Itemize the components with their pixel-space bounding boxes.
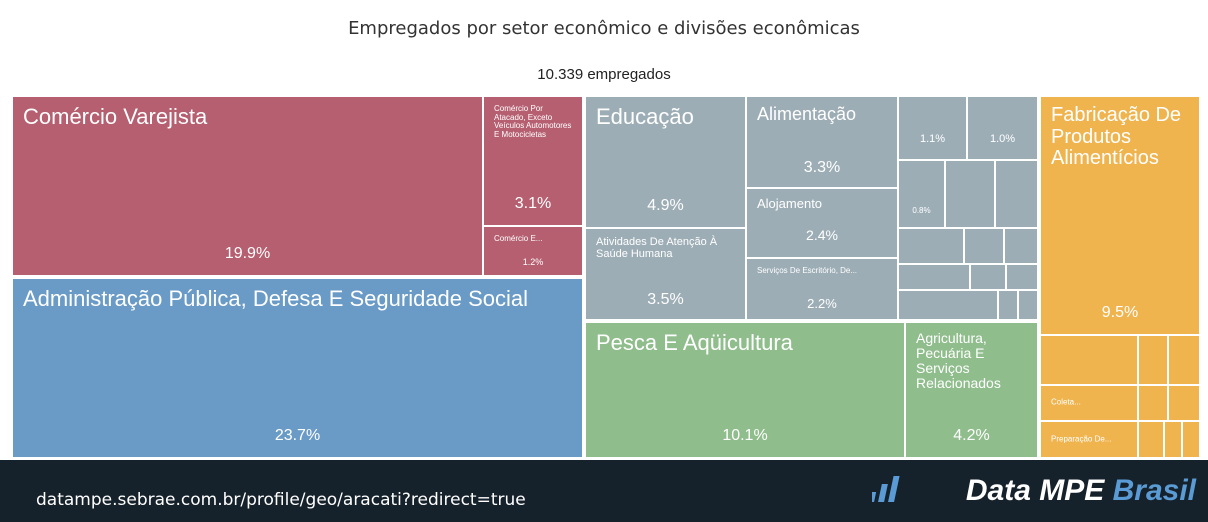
treemap-cell: Comércio Varejista 19.9% (12, 96, 483, 276)
minor-cell (1138, 335, 1168, 385)
cell-label: Educação (596, 104, 694, 129)
cell-value: 19.9% (224, 245, 271, 262)
minor-cell (1168, 385, 1200, 421)
cell-value: 2.2% (807, 296, 837, 311)
minor-cell (1006, 264, 1038, 290)
cell-value: 3.1% (514, 195, 552, 212)
logo-icon (872, 476, 900, 502)
treemap-cell: 0.8% (898, 160, 945, 228)
treemap-cell: Administração Pública, Defesa E Segurida… (12, 278, 583, 458)
treemap-cell: 1.1% (898, 96, 967, 160)
treemap-cell: Coleta... (1040, 385, 1138, 421)
cell-value: 3.5% (647, 291, 684, 308)
cell-label: Alimentação (757, 104, 857, 124)
cell-label: Fabricação De Produtos Alimentícios (1051, 104, 1182, 170)
cell-label: Alojamento (757, 196, 823, 211)
cell-label: Preparação De... (1051, 434, 1112, 444)
minor-cell (898, 228, 964, 264)
cell-label: Comércio Por Atacado, Exceto Veículos Au… (494, 104, 572, 139)
treemap-cell: Pesca E Aqüicultura 10.1% (585, 322, 905, 458)
cell-label: Comércio Varejista (23, 104, 208, 129)
treemap-cell: Atividades De Atenção À Saúde Humana 3.5% (585, 228, 746, 320)
treemap-cell: Educação 4.9% (585, 96, 746, 228)
minor-cell (1168, 335, 1200, 385)
minor-cell (1138, 385, 1168, 421)
minor-cell (898, 290, 998, 320)
minor-cell (970, 264, 1006, 290)
cell-label: Serviços De Escritório, De... (757, 266, 858, 275)
cell-value: 3.3% (803, 159, 841, 176)
cell-value: 1.1% (919, 133, 946, 145)
treemap-cell: Alojamento 2.4% (746, 188, 898, 258)
minor-cell (945, 160, 995, 228)
cell-label: Pesca E Aqüicultura (596, 330, 793, 355)
footer: datampe.sebrae.com.br/profile/geo/aracat… (0, 460, 1208, 522)
minor-cell (1040, 335, 1138, 385)
treemap-cell: Comércio E... 1.2% (483, 226, 583, 276)
cell-value: 10.1% (722, 427, 768, 444)
minor-cell (898, 264, 970, 290)
minor-cell (1018, 290, 1038, 320)
minor-cell (964, 228, 1004, 264)
cell-label: Coleta... (1051, 397, 1081, 407)
minor-cell (1182, 421, 1200, 458)
logo-accent: Brasil (1112, 474, 1196, 507)
minor-cell (998, 290, 1018, 320)
cell-value: 9.5% (1101, 304, 1139, 321)
treemap-cell: Comércio Por Atacado, Exceto Veículos Au… (483, 96, 583, 226)
cell-value: 1.0% (989, 133, 1016, 145)
chart-subtitle: 10.339 empregados (537, 66, 671, 83)
treemap-cell: Alimentação 3.3% (746, 96, 898, 188)
treemap-cell: Agricultura, Pecuária E Serviços Relacio… (905, 322, 1038, 458)
treemap-cell: Fabricação De Produtos Alimentícios 9.5% (1040, 96, 1200, 335)
cell-value: 23.7% (274, 427, 321, 444)
cell-label: Agricultura, Pecuária E Serviços Relacio… (916, 330, 1001, 392)
minor-cell (995, 160, 1038, 228)
cell-label: Administração Pública, Defesa E Segurida… (23, 286, 529, 311)
footer-url: datampe.sebrae.com.br/profile/geo/aracat… (36, 490, 526, 510)
cell-value: 0.8% (912, 206, 931, 215)
chart-title: Empregados por setor econômico e divisõe… (348, 18, 860, 39)
logo: Data MPE Brasil (966, 474, 1196, 508)
treemap-cell: Serviços De Escritório, De... 2.2% (746, 258, 898, 320)
cell-label: Atividades De Atenção À Saúde Humana (596, 236, 718, 260)
treemap-cell: 1.0% (967, 96, 1038, 160)
cell-label: Comércio E... (494, 234, 543, 243)
cell-value: 2.4% (806, 227, 838, 243)
minor-cell (1164, 421, 1182, 458)
treemap-cell: Preparação De... (1040, 421, 1138, 458)
minor-cell (1138, 421, 1164, 458)
minor-cell (1004, 228, 1038, 264)
cell-value: 1.2% (522, 257, 544, 267)
logo-main: Data MPE (965, 474, 1105, 507)
cell-value: 4.2% (953, 427, 990, 444)
cell-value: 4.9% (647, 197, 684, 214)
